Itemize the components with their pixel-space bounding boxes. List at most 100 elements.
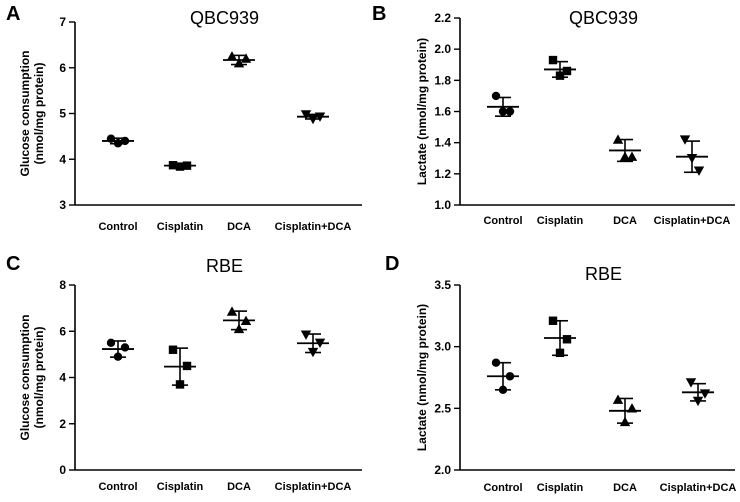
panel-c-point	[106, 338, 116, 348]
panel-d-ytick-label: 3.5	[434, 278, 451, 292]
panel-b-xtick-label: DCA	[613, 215, 637, 227]
panel-a-ytick-label: 6	[59, 61, 66, 75]
panel-b-point	[555, 71, 565, 80]
panel-d-point	[612, 394, 624, 404]
panel-d-ytick-label: 2.0	[434, 463, 451, 477]
panel-b-point	[679, 135, 691, 145]
panel-a-xtick-label: DCA	[227, 221, 251, 233]
panel-c-ylabel-line-2: (nmol/mg protein)	[32, 327, 46, 429]
panel-b-point	[612, 134, 624, 144]
panel-d-point	[555, 348, 565, 358]
panel-c-ytick-label: 6	[59, 324, 66, 338]
panel-a-ylabel-line-1: Glucose consumption	[18, 50, 32, 176]
panel-b-ytick-label: 2.2	[434, 11, 451, 25]
panel-c-xtick-label: Cisplatin	[157, 481, 204, 493]
panel-d-point	[498, 385, 508, 395]
panel-b-ytick-label: 1.2	[434, 167, 451, 181]
panel-c-xtick-label: Cisplatin+DCA	[275, 481, 352, 493]
panel-b-xtick-label: Cisplatin+DCA	[654, 215, 731, 227]
panel-d-ytick-label: 3.0	[434, 340, 451, 354]
panel-d-point	[685, 378, 697, 388]
panel-c-point	[314, 338, 326, 349]
panel-d-ylabel-line-1: Lactate (nmol/mg protein)	[415, 304, 429, 451]
panel-d-point	[699, 389, 711, 399]
panel-c-ytick-label: 8	[59, 278, 66, 292]
panel-a-ytick-label: 7	[59, 15, 66, 29]
panel-a-xtick-label: Cisplatin+DCA	[275, 221, 352, 233]
panel-d-letter: D	[385, 253, 399, 275]
panel-c-ytick-label: 0	[59, 463, 66, 477]
panel-a-point	[233, 57, 245, 68]
panel-c-xtick-label: Control	[98, 481, 137, 493]
panel-b-ytick-label: 1.6	[434, 105, 451, 119]
panel-c-letter: C	[6, 253, 20, 275]
panel-b-ytick-label: 1.0	[434, 198, 451, 212]
panel-b-ytick-label: 1.8	[434, 73, 451, 87]
panel-b-point	[562, 66, 572, 76]
panel-d-point	[491, 358, 501, 367]
panel-b-ytick-label: 2.0	[434, 42, 451, 56]
panel-a-point	[314, 112, 326, 122]
panel-a-point	[226, 51, 238, 61]
panel-d-point	[692, 396, 704, 407]
panel-d-ytick-label: 2.5	[434, 401, 451, 415]
panel-d-point	[562, 335, 572, 344]
panel-a-point	[113, 139, 123, 148]
panel-d-xtick-label: Control	[483, 482, 522, 494]
panel-b-point	[626, 151, 638, 161]
panel-b-ylabel-line-1: Lactate (nmol/mg protein)	[415, 38, 429, 185]
panel-a-point	[175, 162, 185, 171]
panel-c-point	[307, 347, 319, 358]
panel-c-title: RBE	[206, 256, 243, 276]
panel-c-point	[175, 380, 185, 389]
panel-d-xtick-label: Cisplatin+DCA	[660, 482, 737, 494]
panel-a-title: QBC939	[190, 8, 259, 28]
panel-d-point	[619, 416, 631, 427]
panel-a-ylabel-line-2: (nmol/mg protein)	[32, 63, 46, 165]
panel-b-point	[686, 154, 698, 164]
panel-b-point	[491, 91, 501, 101]
panel-b-xtick-label: Cisplatin	[537, 215, 584, 227]
panel-b-point	[548, 55, 558, 65]
panel-c-point	[240, 315, 252, 326]
panel-c-ytick-label: 4	[59, 371, 66, 385]
panel-b-point	[505, 107, 515, 116]
panel-b-letter: B	[372, 3, 386, 25]
panel-b-point	[693, 166, 705, 176]
panel-c-xtick-label: DCA	[227, 481, 251, 493]
panel-a-point	[182, 161, 192, 170]
panel-a-ytick-label: 5	[59, 107, 66, 121]
panel-c-point	[168, 345, 178, 354]
panel-b-point	[619, 151, 631, 161]
panel-a-xtick-label: Cisplatin	[157, 221, 204, 233]
panel-c-point	[113, 352, 123, 361]
panel-a-ytick-label: 4	[59, 152, 66, 166]
panel-c-point	[182, 361, 192, 371]
panel-b-title: QBC939	[569, 8, 638, 28]
panel-a-point	[120, 136, 130, 146]
panel-a-letter: A	[6, 3, 20, 25]
panel-a-point	[106, 134, 116, 143]
panel-a-point	[240, 53, 252, 63]
panel-c-point	[300, 330, 312, 340]
panel-b-ytick-label: 1.4	[434, 136, 451, 150]
panel-c-point	[226, 306, 238, 316]
panel-b-point	[498, 107, 508, 116]
panel-a-xtick-label: Control	[98, 221, 137, 233]
panel-b-xtick-label: Control	[483, 215, 522, 227]
panel-d-xtick-label: Cisplatin	[537, 482, 584, 494]
panel-d-xtick-label: DCA	[613, 482, 637, 494]
panel-d-point	[505, 372, 515, 381]
panel-c-ytick-label: 2	[59, 417, 66, 431]
panel-c-ylabel-line-1: Glucose consumption	[18, 314, 32, 440]
panel-d-point	[548, 316, 558, 325]
panel-d-title: RBE	[585, 264, 622, 284]
panel-c-point	[120, 343, 130, 352]
panel-a-ytick-label: 3	[59, 198, 66, 212]
panel-c-point	[233, 323, 245, 334]
panel-a-point	[300, 110, 312, 120]
panel-a-point	[168, 160, 178, 170]
panel-a-point	[307, 114, 319, 125]
panel-d-point	[626, 403, 638, 413]
